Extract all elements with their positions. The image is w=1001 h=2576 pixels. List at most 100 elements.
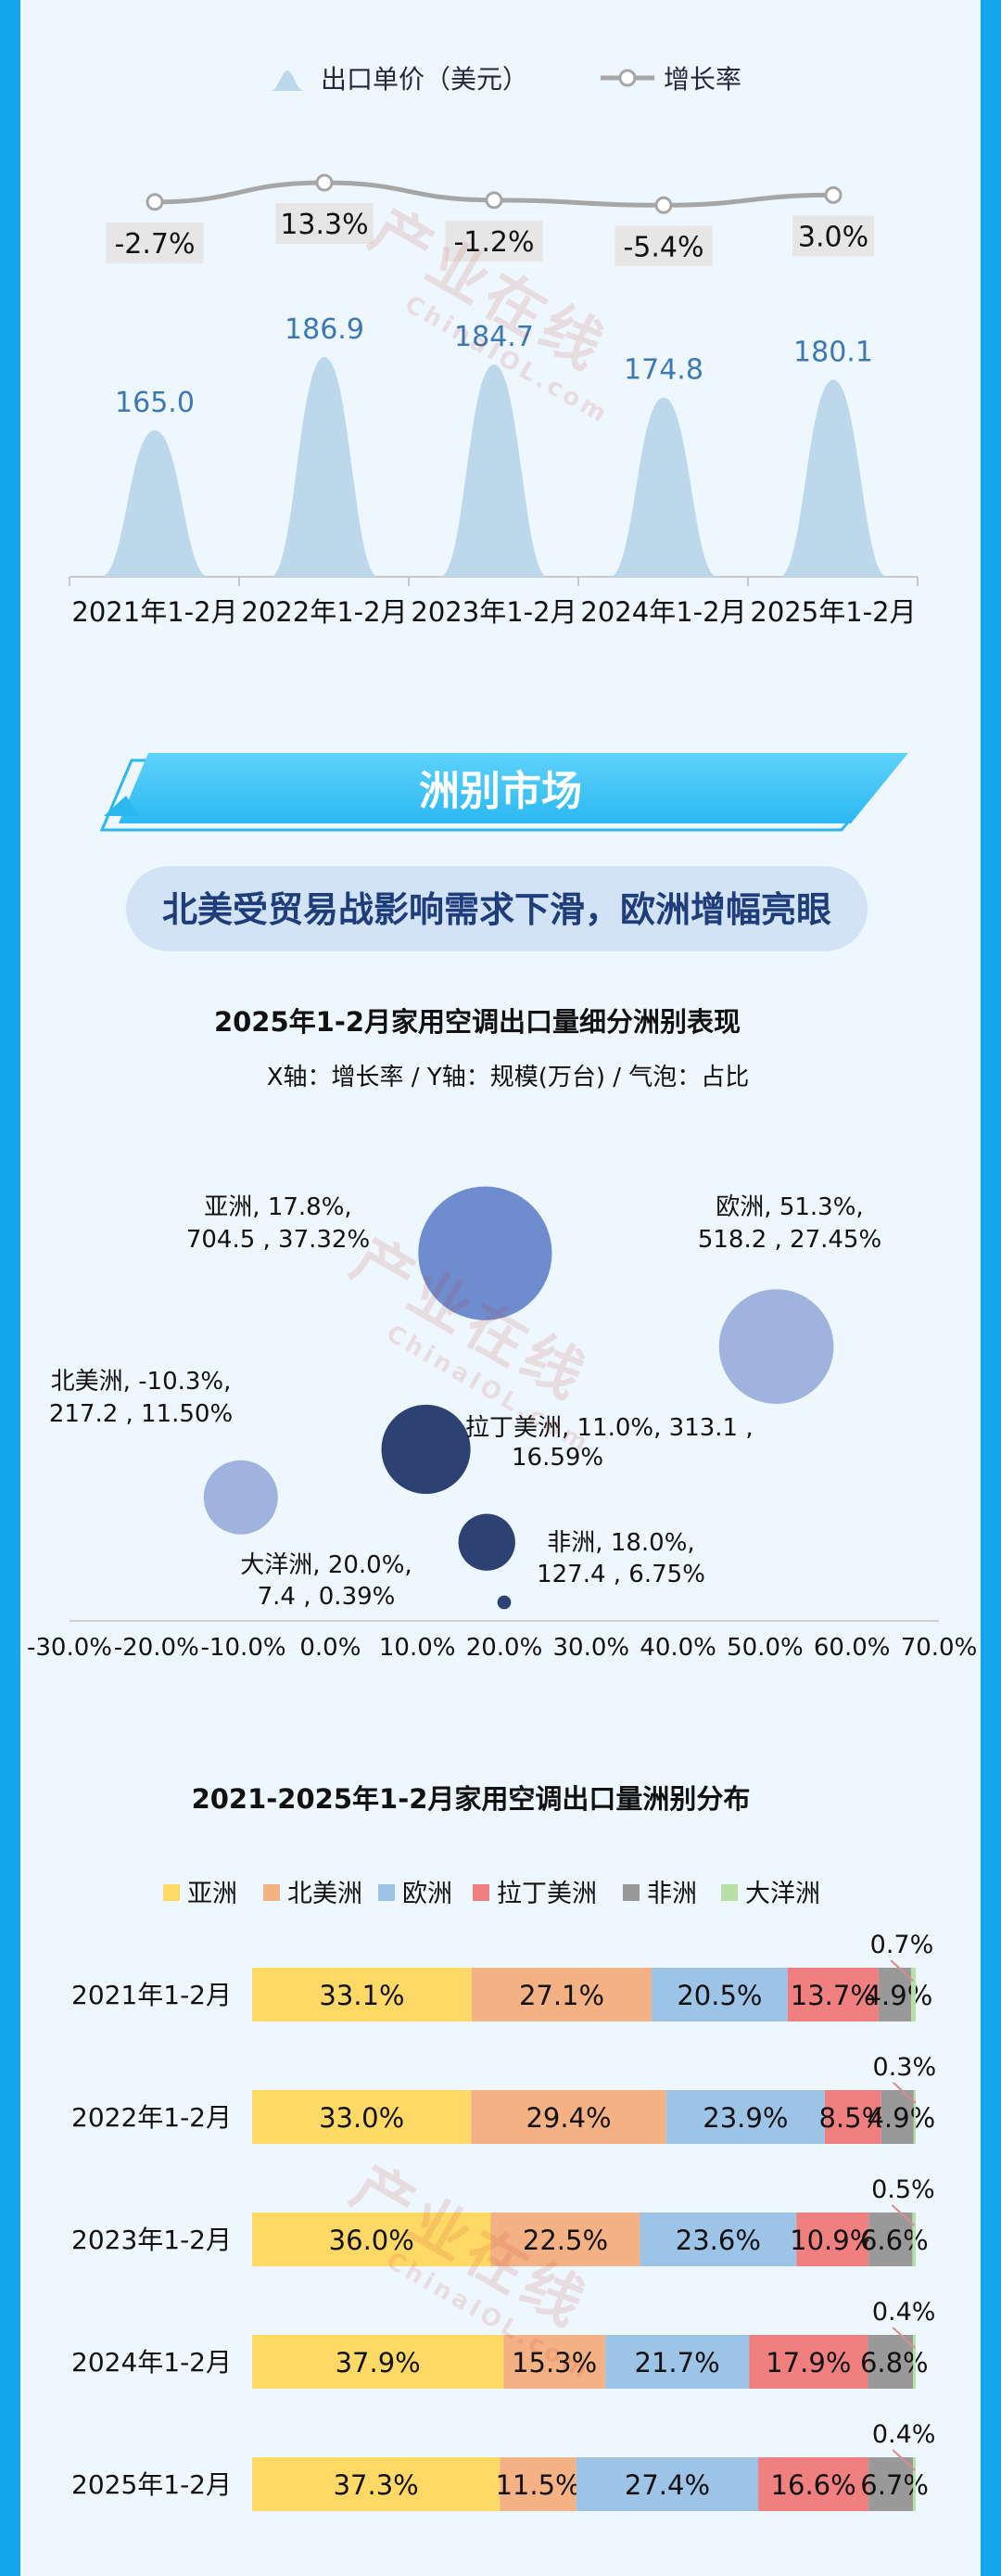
stack-segment bbox=[252, 2090, 472, 2144]
bubble-label: 拉丁美洲, 11.0%, 313.1 , bbox=[465, 1414, 754, 1442]
price-bar-label: 184.7 bbox=[454, 321, 534, 353]
stack-legend-swatch bbox=[163, 1884, 180, 1901]
stack-legend-label: 北美洲 bbox=[287, 1880, 362, 1908]
section-banner: 洲别市场 北美受贸易战影响需求下滑，欧洲增幅亮眼 bbox=[99, 753, 908, 951]
bubble-label: 大洋洲, 20.0%, bbox=[240, 1551, 412, 1579]
stack-segment bbox=[252, 1968, 472, 2021]
stack-segment bbox=[252, 2213, 491, 2266]
stack-segment-label: 0.3% bbox=[873, 2053, 937, 2082]
stack-leader-line bbox=[893, 2082, 917, 2104]
stack-segment-label: 33.1% bbox=[319, 1980, 404, 2011]
bubble-label: 127.4 , 6.75% bbox=[537, 1561, 705, 1588]
stack-segment bbox=[500, 2457, 577, 2511]
stack-legend-label: 大洋洲 bbox=[745, 1880, 820, 1908]
stack-segment bbox=[758, 2457, 869, 2511]
bubble-label: 704.5 , 37.32% bbox=[186, 1226, 370, 1254]
stack-segment-label: 0.5% bbox=[871, 2175, 935, 2204]
stack-segment bbox=[471, 2090, 666, 2144]
stack-segment-label: 11.5% bbox=[495, 2469, 580, 2501]
price-bar-label: 165.0 bbox=[115, 387, 195, 419]
growth-label: -2.7% bbox=[114, 228, 195, 261]
stack-segment bbox=[868, 2457, 914, 2511]
legend-line-label: 增长率 bbox=[664, 64, 741, 95]
price-bar bbox=[779, 379, 887, 577]
price-bar bbox=[101, 430, 209, 577]
growth-point bbox=[315, 173, 334, 192]
bubble-point bbox=[381, 1404, 471, 1494]
price-category-label: 2025年1-2月 bbox=[750, 596, 916, 628]
growth-label: -1.2% bbox=[453, 226, 534, 259]
stack-category-label: 2025年1-2月 bbox=[71, 2469, 232, 2500]
right-border bbox=[981, 0, 1001, 2576]
price-chart: 165.0 2021年1-2月 186.9 2022年1-2月 184.7 2023年1-… bbox=[69, 173, 919, 628]
stack-segment-label: 23.6% bbox=[676, 2225, 761, 2256]
stack-segment-label: 27.4% bbox=[625, 2469, 710, 2501]
growth-point bbox=[824, 185, 843, 204]
legend-line-marker bbox=[618, 69, 637, 87]
stack-segment-label: 33.0% bbox=[319, 2102, 404, 2134]
stack-category-label: 2023年1-2月 bbox=[71, 2225, 232, 2255]
bubble-chart-subtitle: X轴：增长率 / Y轴：规模(万台) / 气泡：占比 bbox=[267, 1064, 750, 1091]
stack-segment-label: 15.3% bbox=[512, 2347, 597, 2378]
growth-label-bg bbox=[792, 215, 874, 257]
stack-segment-label: 0.4% bbox=[872, 2420, 936, 2449]
stack-segment-label: 10.9% bbox=[790, 2225, 875, 2256]
stack-category-label: 2021年1-2月 bbox=[71, 1980, 232, 2010]
stack-category-label: 2024年1-2月 bbox=[71, 2347, 232, 2378]
stack-legend-swatch bbox=[473, 1884, 489, 1901]
section-subtitle: 北美受贸易战影响需求下滑，欧洲增幅亮眼 bbox=[162, 889, 831, 930]
legend-bar-swatch bbox=[271, 70, 304, 91]
stack-legend-swatch bbox=[623, 1884, 640, 1901]
price-bar-label: 186.9 bbox=[285, 313, 364, 346]
bubble-point bbox=[203, 1460, 278, 1535]
price-bar bbox=[610, 397, 717, 577]
stack-segment bbox=[910, 1968, 916, 2021]
stack-legend-swatch bbox=[378, 1884, 395, 1901]
price-category-label: 2022年1-2月 bbox=[241, 596, 407, 628]
banner-body bbox=[119, 753, 908, 823]
stack-segment bbox=[652, 1968, 788, 2021]
stack-segment-label: 4.9% bbox=[867, 2102, 935, 2134]
price-bar bbox=[271, 357, 378, 577]
stack-segment bbox=[796, 2213, 869, 2266]
bubble-x-tick: 0.0% bbox=[299, 1634, 361, 1662]
stack-segment-label: 37.3% bbox=[334, 2469, 419, 2501]
price-bar-label: 180.1 bbox=[793, 337, 873, 369]
bubble-label: 217.2 , 11.50% bbox=[49, 1400, 233, 1428]
stack-segment bbox=[665, 2090, 825, 2144]
bubble-label: 非洲, 18.0%, bbox=[547, 1529, 694, 1557]
stack-chart-legend: 亚洲 北美洲 欧洲 拉丁美洲 非洲 大洋洲 bbox=[163, 1880, 820, 1908]
stack-segment-label: 29.4% bbox=[526, 2102, 611, 2134]
stack-segment bbox=[913, 2457, 916, 2511]
section-title: 洲别市场 bbox=[419, 768, 582, 815]
stack-segment bbox=[868, 2335, 914, 2389]
stack-legend-label: 拉丁美洲 bbox=[497, 1880, 597, 1908]
growth-point bbox=[485, 191, 503, 210]
legend-bar-label: 出口单价（美元） bbox=[321, 64, 528, 95]
stack-segment bbox=[503, 2335, 605, 2389]
stack-segment-label: 6.6% bbox=[860, 2225, 929, 2256]
growth-label-bg bbox=[445, 220, 543, 261]
stack-leader-line bbox=[892, 2327, 916, 2349]
stack-segment bbox=[787, 1968, 879, 2021]
growth-label: -5.4% bbox=[623, 231, 703, 263]
stack-segment bbox=[913, 2090, 916, 2144]
bubble-x-tick: 50.0% bbox=[727, 1634, 804, 1662]
price-bar bbox=[440, 364, 548, 577]
bubble-label: 北美洲, -10.3%, bbox=[51, 1368, 232, 1396]
bubble-point bbox=[418, 1186, 552, 1320]
stack-segment bbox=[824, 2090, 881, 2144]
stack-segment bbox=[912, 2213, 916, 2266]
stack-segment-label: 23.9% bbox=[703, 2102, 788, 2134]
stack-segment bbox=[913, 2335, 916, 2389]
stack-segment-label: 20.5% bbox=[677, 1980, 762, 2011]
stack-segment-label: 6.8% bbox=[860, 2347, 929, 2378]
stack-segment-label: 17.9% bbox=[766, 2347, 851, 2378]
price-category-label: 2023年1-2月 bbox=[411, 596, 577, 628]
price-category-label: 2021年1-2月 bbox=[71, 596, 237, 628]
bubble-label: 7.4 , 0.39% bbox=[258, 1583, 396, 1611]
bubble-x-tick: -10.0% bbox=[201, 1634, 286, 1662]
stack-segment-label: 27.1% bbox=[519, 1980, 604, 2011]
